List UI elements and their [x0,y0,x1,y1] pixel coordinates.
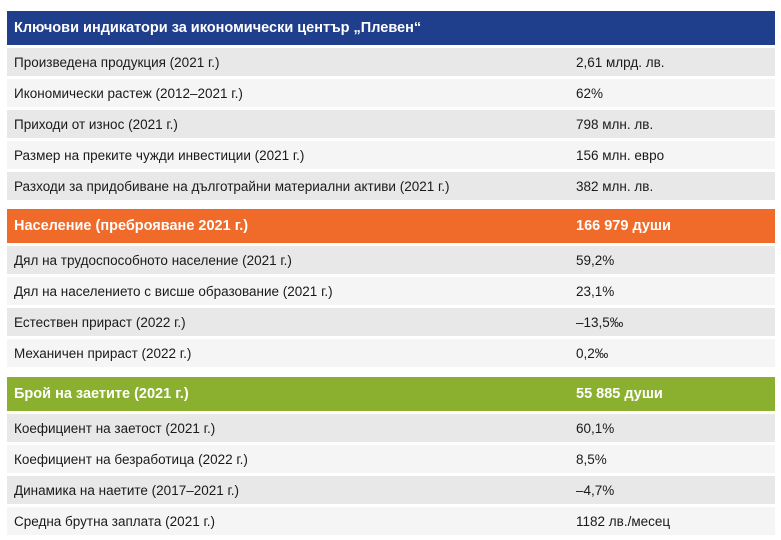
section-header-economy: Ключови индикатори за икономически центъ… [7,11,775,48]
row-label: Приходи от износ (2021 г.) [14,116,178,132]
row-label: Разходи за придобиване на дълготрайни ма… [14,178,450,194]
row-label: Средна брутна заплата (2021 г.) [14,513,215,529]
section-total: 55 885 души [576,386,663,402]
section-total: 166 979 души [576,218,671,234]
row-value: –4,7% [576,482,615,498]
row-value: 2,61 млрд. лв. [576,54,665,70]
row-value: 382 млн. лв. [576,178,654,194]
row-label: Естествен прираст (2022 г.) [14,314,186,330]
row-label: Коефициент на безработица (2022 г.) [14,451,248,467]
table-row: Коефициент на безработица (2022 г.) 8,5% [7,445,775,476]
row-label: Икономически растеж (2012–2021 г.) [14,85,243,101]
table-row: Механичен прираст (2022 г.) 0,2‰ [7,339,775,370]
row-value: 60,1% [576,420,615,436]
row-label: Коефициент на заетост (2021 г.) [14,420,216,436]
table-row: Размер на преките чужди инвестиции (2021… [7,141,775,172]
table-row: Коефициент на заетост (2021 г.) 60,1% [7,414,775,445]
table-row: Естествен прираст (2022 г.) –13,5‰ [7,308,775,339]
section-employment: Брой на заетите (2021 г.) 55 885 души Ко… [7,377,775,538]
row-value: 0,2‰ [576,345,609,361]
section-title: Ключови индикатори за икономически центъ… [14,20,422,36]
table-row: Динамика на наетите (2017–2021 г.) –4,7% [7,476,775,507]
table-row: Дял на трудоспособното население (2021 г… [7,246,775,277]
table-row: Дял на населението с висше образование (… [7,277,775,308]
section-header-employment: Брой на заетите (2021 г.) 55 885 души [7,377,775,414]
row-label: Дял на трудоспособното население (2021 г… [14,252,292,268]
table-row: Произведена продукция (2021 г.) 2,61 млр… [7,48,775,79]
table-row: Икономически растеж (2012–2021 г.) 62% [7,79,775,110]
section-population: Население (преброяване 2021 г.) 166 979 … [7,209,775,370]
table-row: Средна брутна заплата (2021 г.) 1182 лв.… [7,507,775,538]
row-label: Произведена продукция (2021 г.) [14,54,220,70]
row-value: 59,2% [576,252,615,268]
row-value: 8,5% [576,451,607,467]
section-economy: Ключови индикатори за икономически центъ… [7,11,775,203]
table-row: Приходи от износ (2021 г.) 798 млн. лв. [7,110,775,141]
row-value: 156 млн. евро [576,147,665,163]
row-value: 1182 лв./месец [576,513,671,529]
section-title: Брой на заетите (2021 г.) [14,386,189,402]
row-label: Дял на населението с висше образование (… [14,283,333,299]
section-title: Население (преброяване 2021 г.) [14,218,249,234]
row-value: 62% [576,85,604,101]
row-label: Динамика на наетите (2017–2021 г.) [14,482,240,498]
row-label: Механичен прираст (2022 г.) [14,345,192,361]
row-value: 23,1% [576,283,615,299]
row-value: –13,5‰ [576,314,624,330]
section-header-population: Население (преброяване 2021 г.) 166 979 … [7,209,775,246]
row-value: 798 млн. лв. [576,116,654,132]
row-label: Размер на преките чужди инвестиции (2021… [14,147,305,163]
table-row: Разходи за придобиване на дълготрайни ма… [7,172,775,203]
